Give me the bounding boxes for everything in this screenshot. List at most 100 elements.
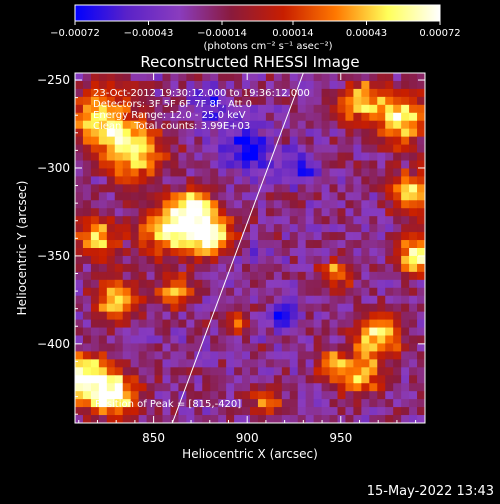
image-pixel	[265, 120, 275, 130]
image-pixel	[194, 96, 203, 106]
image-pixel	[353, 271, 362, 281]
image-pixel	[122, 128, 132, 138]
image-pixel	[393, 232, 402, 241]
image-pixel	[353, 319, 362, 328]
image-pixel	[361, 104, 370, 114]
image-pixel	[265, 248, 275, 257]
image-pixel	[98, 335, 108, 344]
image-pixel	[257, 319, 267, 328]
image-pixel	[257, 128, 267, 138]
image-pixel	[75, 255, 84, 265]
image-pixel	[138, 248, 147, 257]
image-pixel	[242, 248, 251, 257]
image-pixel	[369, 136, 378, 145]
image-pixel	[75, 144, 84, 153]
image-pixel	[75, 168, 84, 177]
image-pixel	[257, 327, 267, 336]
image-pixel	[178, 112, 187, 122]
image-pixel	[234, 96, 243, 106]
image-pixel	[417, 295, 425, 305]
image-pixel	[337, 128, 346, 138]
image-pixel	[162, 375, 171, 384]
image-pixel	[281, 271, 291, 281]
image-pixel	[90, 80, 100, 90]
image-pixel	[265, 168, 275, 177]
image-pixel	[361, 73, 370, 82]
image-pixel	[313, 144, 322, 153]
image-pixel	[154, 96, 163, 106]
image-pixel	[281, 311, 291, 320]
image-pixel	[250, 232, 259, 241]
image-pixel	[265, 200, 275, 209]
image-pixel	[138, 88, 147, 98]
x-tick-label: 950	[329, 431, 352, 445]
image-pixel	[257, 335, 267, 344]
image-pixel	[353, 399, 362, 408]
image-pixel	[385, 184, 394, 193]
image-pixel	[154, 224, 163, 233]
image-pixel	[202, 359, 211, 368]
image-pixel	[329, 303, 338, 313]
image-pixel	[409, 192, 418, 201]
image-pixel	[122, 248, 132, 257]
image-pixel	[106, 96, 116, 106]
image-pixel	[297, 120, 307, 130]
image-pixel	[202, 255, 211, 265]
image-pixel	[82, 104, 92, 114]
image-pixel	[106, 144, 116, 153]
image-pixel	[305, 216, 315, 225]
image-pixel	[218, 391, 227, 400]
annotation-energy-range: Energy Range: 12.0 - 25.0 keV	[93, 110, 246, 121]
image-pixel	[226, 136, 235, 145]
image-pixel	[385, 248, 394, 257]
image-pixel	[82, 176, 92, 185]
image-pixel	[106, 415, 116, 423]
image-pixel	[377, 128, 386, 138]
image-pixel	[297, 319, 307, 328]
image-pixel	[281, 160, 291, 169]
image-pixel	[385, 263, 394, 273]
image-pixel	[130, 240, 140, 249]
image-pixel	[98, 200, 108, 209]
image-pixel	[122, 104, 132, 114]
image-pixel	[369, 319, 378, 328]
image-pixel	[194, 144, 203, 153]
image-pixel	[361, 160, 370, 169]
image-pixel	[75, 343, 84, 352]
image-pixel	[353, 287, 362, 297]
image-pixel	[401, 248, 410, 257]
image-pixel	[218, 224, 227, 233]
image-pixel	[210, 248, 219, 257]
image-pixel	[186, 287, 195, 297]
image-pixel	[138, 104, 147, 114]
image-pixel	[353, 160, 362, 169]
image-pixel	[218, 168, 227, 177]
image-pixel	[273, 383, 283, 392]
image-pixel	[337, 176, 346, 185]
image-pixel	[90, 176, 100, 185]
image-pixel	[329, 415, 338, 423]
image-pixel	[281, 216, 291, 225]
image-pixel	[170, 279, 179, 289]
image-pixel	[122, 80, 132, 90]
image-pixel	[186, 311, 195, 320]
image-pixel	[401, 192, 410, 201]
image-pixel	[138, 343, 147, 352]
image-pixel	[130, 407, 140, 416]
image-pixel	[146, 232, 155, 241]
image-pixel	[417, 383, 425, 392]
image-pixel	[106, 136, 116, 145]
image-pixel	[178, 359, 187, 368]
image-pixel	[82, 383, 92, 392]
image-pixel	[98, 224, 108, 233]
image-pixel	[265, 367, 275, 376]
colorbar-tick-label: −0.00014	[197, 28, 247, 39]
image-pixel	[361, 415, 370, 423]
image-pixel	[289, 112, 299, 122]
image-pixel	[75, 375, 84, 384]
image-pixel	[122, 343, 132, 352]
image-pixel	[385, 144, 394, 153]
image-pixel	[138, 144, 147, 153]
image-pixel	[337, 88, 346, 98]
image-pixel	[106, 160, 116, 169]
